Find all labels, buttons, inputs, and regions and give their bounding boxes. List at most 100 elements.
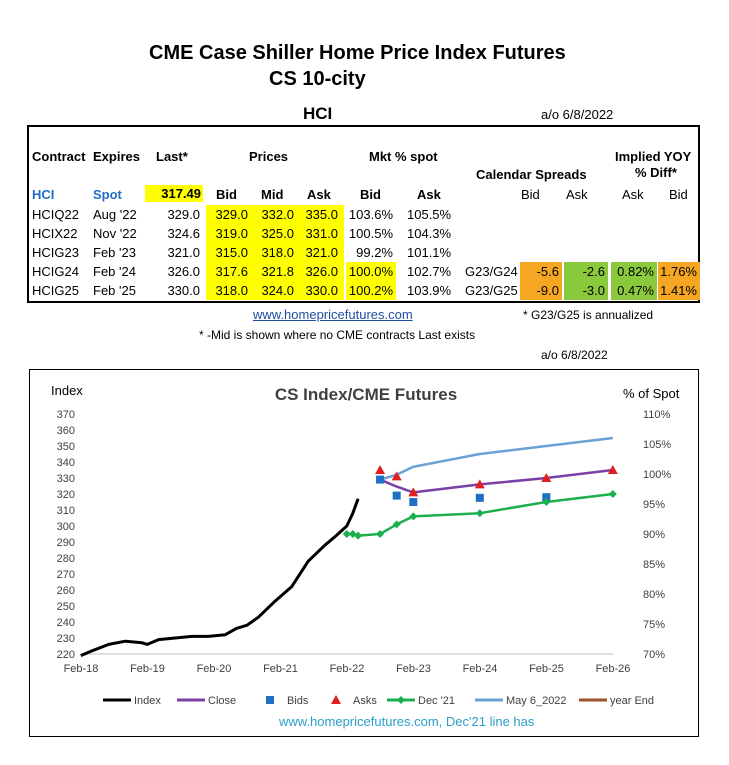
- point-asks: [408, 487, 419, 497]
- header-implied-ask: Ask: [622, 187, 644, 202]
- y-tick-left: 350: [57, 441, 75, 453]
- y-tick-left: 340: [57, 457, 75, 469]
- asof-date-top: a/o 6/8/2022: [541, 107, 614, 122]
- cell-iask: 0.82%: [611, 262, 657, 281]
- point-bids: [392, 491, 401, 500]
- chart-frame: CS Index/CME Futures Index % of Spot 370…: [29, 369, 699, 737]
- cell-last: 324.6: [167, 226, 200, 241]
- legend-item: Dec '21: [387, 695, 455, 707]
- legend-swatch: [266, 696, 274, 704]
- cell-sbid: -5.6: [520, 262, 562, 281]
- left-axis-label: Index: [51, 383, 83, 398]
- header-prices: Prices: [249, 149, 289, 164]
- legend-label: Asks: [353, 695, 377, 707]
- header-bid: Bid: [216, 187, 237, 202]
- cell-iask: 0.47%: [611, 281, 657, 300]
- futures-table: Contract Expires Last* Prices Mkt % spot…: [27, 125, 700, 303]
- cell-last: 330.0: [167, 283, 200, 298]
- cell-ask: 326.0: [305, 264, 338, 279]
- x-tick-label: Feb-19: [130, 663, 165, 675]
- point-bids: [542, 493, 551, 502]
- line-chart: CS Index/CME Futures Index % of Spot 370…: [51, 383, 680, 729]
- legend-item: Asks: [331, 695, 377, 707]
- cell-expires: Nov '22: [93, 226, 137, 241]
- y-tick-right: 80%: [643, 589, 665, 601]
- cell-expires: Aug '22: [93, 207, 137, 222]
- cell-contract: HCIG25: [32, 283, 79, 298]
- cell-ibid: 1.76%: [658, 262, 700, 281]
- spot-expires: Spot: [93, 187, 122, 202]
- legend-label: Index: [134, 695, 161, 707]
- website-link[interactable]: www.homepricefutures.com: [253, 307, 413, 322]
- y-tick-right: 100%: [643, 469, 671, 481]
- y-tick-right: 105%: [643, 439, 671, 451]
- x-tick-label: Feb-18: [64, 663, 99, 675]
- page-title: CME Case Shiller Home Price Index Future…: [149, 42, 566, 64]
- y-tick-right: 95%: [643, 499, 665, 511]
- price-block-highlight: [206, 205, 344, 300]
- cell-mask: 103.9%: [407, 283, 452, 298]
- spot-contract: HCI: [32, 187, 55, 202]
- legend-label: year End: [610, 695, 654, 707]
- y-tick-right: 90%: [643, 529, 665, 541]
- note-mid: * -Mid is shown where no CME contracts L…: [199, 328, 476, 342]
- legend-item: Index: [103, 695, 161, 707]
- header-implied-2: % Diff*: [635, 165, 677, 180]
- point-dec--21: [542, 498, 551, 506]
- cell-bid: 318.0: [215, 283, 248, 298]
- header-mkt-ask: Ask: [417, 187, 441, 202]
- y-tick-left: 260: [57, 585, 75, 597]
- point-dec--21: [409, 512, 418, 521]
- header-ask: Ask: [307, 187, 331, 202]
- point-asks: [375, 465, 386, 474]
- y-tick-right: 70%: [643, 649, 665, 661]
- header-implied-bid: Bid: [669, 187, 688, 202]
- point-bids: [376, 475, 385, 484]
- legend-marker: [397, 696, 405, 704]
- point-asks: [541, 473, 552, 482]
- point-dec--21: [376, 530, 385, 538]
- asof-date-chart: a/o 6/8/2022: [541, 348, 608, 362]
- cell-mid: 332.0: [261, 207, 294, 222]
- point-dec--21: [354, 531, 363, 540]
- header-last: Last*: [156, 149, 188, 164]
- y-tick-left: 300: [57, 521, 75, 533]
- cell-spread: G23/G25: [465, 283, 518, 298]
- header-mkt-spot: Mkt % spot: [369, 149, 438, 164]
- header-calendar-spreads: Calendar Spreads: [476, 167, 587, 182]
- legend-label: Bids: [287, 695, 309, 707]
- y-tick-left: 230: [57, 633, 75, 645]
- legend-item: Bids: [266, 695, 309, 707]
- cell-mask: 101.1%: [407, 245, 452, 260]
- right-axis-label: % of Spot: [623, 386, 680, 401]
- x-tick-label: Feb-20: [197, 663, 232, 675]
- cell-expires: Feb '23: [93, 245, 136, 260]
- cell-mid: 325.0: [261, 226, 294, 241]
- y-tick-right: 110%: [643, 409, 671, 421]
- series-line-may-6-2022: [379, 436, 613, 481]
- cell-ask: 321.0: [305, 245, 338, 260]
- legend-item: Close: [177, 695, 236, 707]
- chart-title: CS Index/CME Futures: [275, 385, 457, 404]
- x-tick-label: Feb-21: [263, 663, 298, 675]
- cell-bid: 319.0: [215, 226, 248, 241]
- cell-last: 329.0: [167, 207, 200, 222]
- cell-contract: HCIQ22: [32, 207, 79, 222]
- cell-contract: HCIG24: [32, 264, 79, 279]
- cell-bid: 315.0: [215, 245, 248, 260]
- cell-mbid: 103.6%: [348, 207, 393, 222]
- y-tick-left: 280: [57, 553, 75, 565]
- point-bids: [475, 493, 484, 502]
- y-tick-left: 370: [57, 409, 75, 421]
- section-title: HCI: [303, 104, 333, 123]
- cell-mbid: 99.2%: [356, 245, 393, 260]
- cell-expires: Feb '25: [93, 283, 136, 298]
- cell-ask: 335.0: [305, 207, 338, 222]
- x-tick-label: Feb-23: [396, 663, 431, 675]
- cell-contract: HCIX22: [32, 226, 78, 241]
- header-implied-1: Implied YOY: [615, 149, 692, 164]
- header-spread-ask: Ask: [566, 187, 588, 202]
- x-tick-label: Feb-26: [596, 663, 631, 675]
- cell-mbid: 100.0%: [346, 262, 396, 281]
- series-group: [80, 436, 618, 657]
